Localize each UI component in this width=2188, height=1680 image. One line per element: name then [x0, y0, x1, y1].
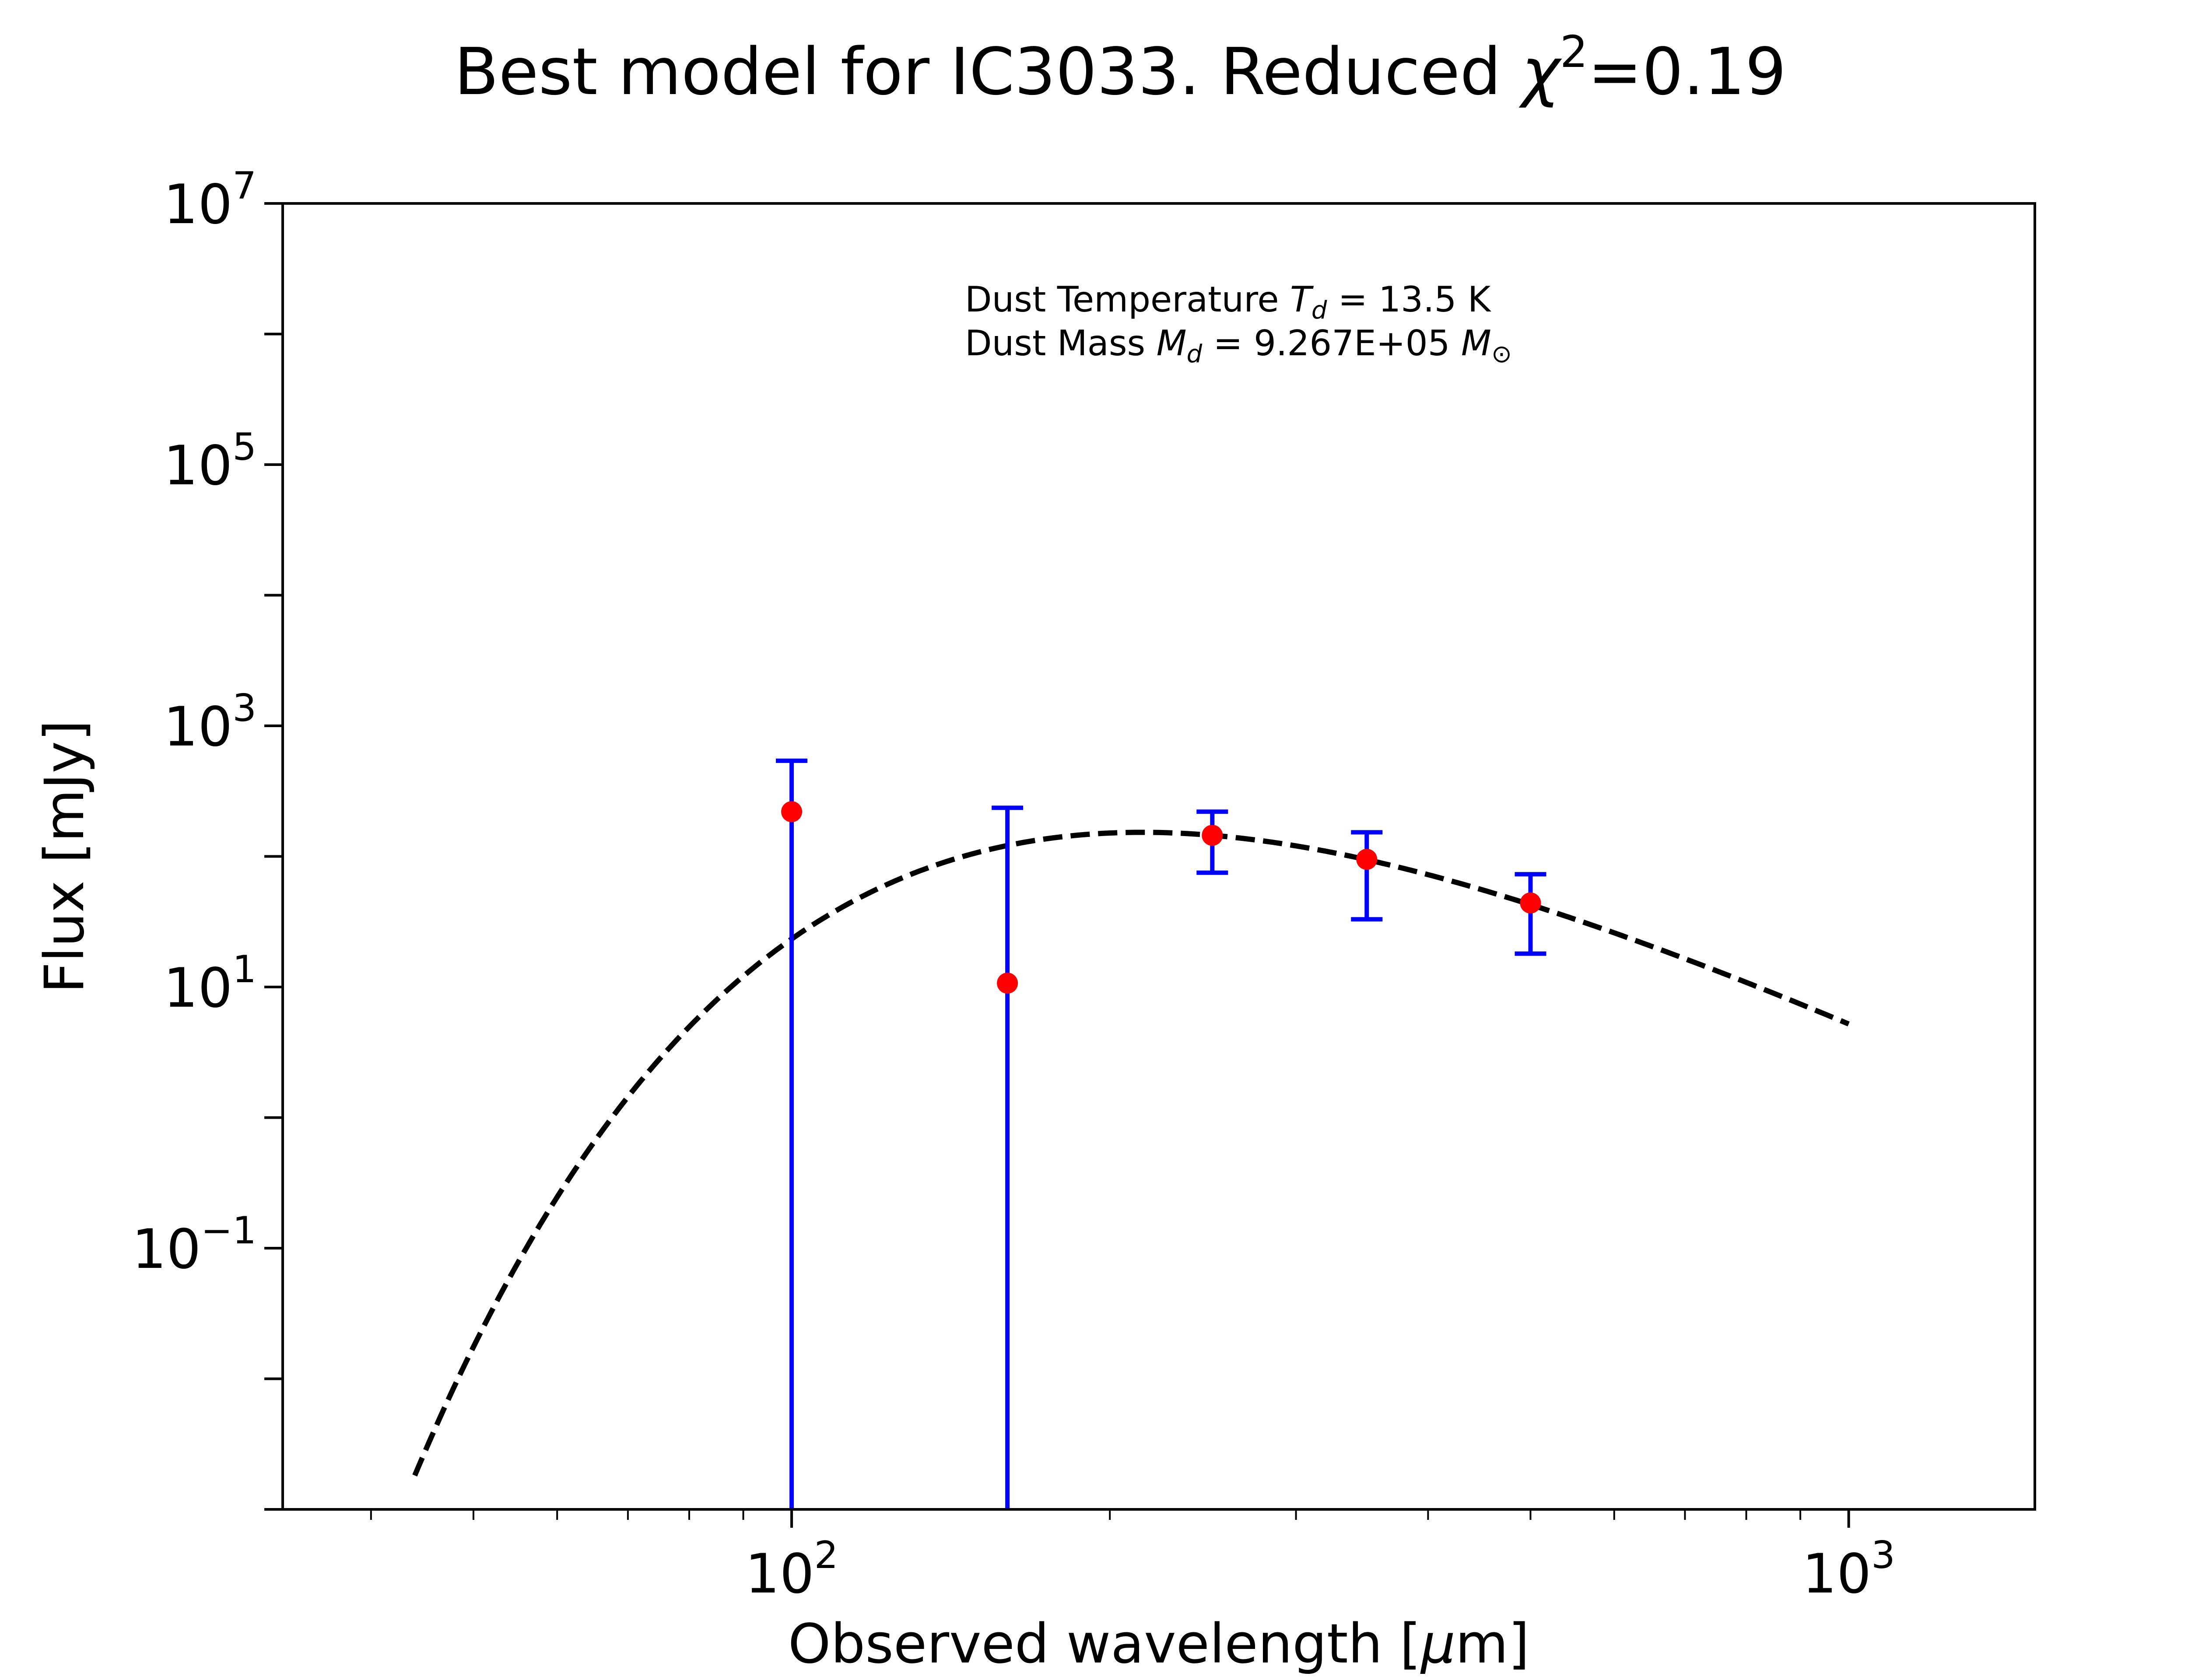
dust-temperature-annotation: Dust Temperature Td = 13.5 K — [965, 279, 1492, 325]
y-tick-label-exponent: 5 — [232, 425, 256, 469]
x-axis-label: Observed wavelength [μm] — [788, 1613, 1529, 1676]
y-tick-label-exponent: 1 — [232, 948, 256, 991]
x-tick-label-base: 10 — [1802, 1543, 1871, 1606]
data-point-3 — [1202, 825, 1223, 846]
x-axis-label-prefix: Observed wavelength [ — [788, 1613, 1421, 1676]
y-tick-label: 107 — [163, 164, 256, 236]
y-tick-label: 103 — [163, 686, 256, 759]
mass-unit-subscript: ⊙ — [1491, 340, 1512, 368]
y-tick-label-base: 10 — [132, 1218, 201, 1281]
y-tick-label-exponent: −1 — [201, 1209, 256, 1253]
mass-unit-symbol: M — [1461, 323, 1491, 364]
title-prefix: Best model for IC3033. Reduced — [454, 34, 1522, 109]
mass-value: = 9.267E+05 — [1202, 323, 1461, 364]
plot-frame — [281, 202, 2036, 1511]
dust-mass-annotation: Dust Mass Md = 9.267E+05 M⊙ — [965, 323, 1512, 368]
title-chi-symbol: χ — [1518, 34, 1562, 109]
x-tick-label-base: 10 — [745, 1543, 814, 1606]
y-tick-label-base: 10 — [163, 696, 232, 759]
y-tick-label-exponent: 3 — [232, 686, 256, 730]
x-axis-ticks: 102 103 — [370, 1509, 1895, 1606]
x-tick-label-exponent: 3 — [1871, 1533, 1895, 1577]
title-superscript: 2 — [1560, 26, 1588, 77]
x-axis-label-mu: μ — [1420, 1613, 1455, 1676]
chart-title: Best model for IC3033. Reduced χ2=0.19 — [454, 26, 1786, 109]
temperature-value: = 13.5 K — [1327, 279, 1491, 320]
mass-subscript: d — [1187, 340, 1203, 368]
temperature-subscript: d — [1311, 296, 1327, 325]
data-point-5 — [1520, 892, 1541, 914]
data-marker-layer — [781, 801, 1541, 994]
x-tick-label: 102 — [745, 1533, 838, 1606]
y-tick-label: 105 — [163, 425, 256, 497]
x-tick-label-exponent: 2 — [814, 1533, 838, 1577]
model-curve-layer — [412, 830, 1850, 1477]
x-axis-label-suffix: m] — [1455, 1613, 1529, 1676]
data-point-2 — [997, 973, 1018, 994]
y-tick-label-base: 10 — [163, 173, 232, 236]
y-tick-label-base: 10 — [163, 434, 232, 497]
temperature-prefix: Dust Temperature — [965, 279, 1290, 320]
model-curve-line — [412, 830, 1850, 1477]
temperature-symbol: T — [1290, 279, 1314, 320]
y-tick-label-base: 10 — [163, 957, 232, 1020]
data-point-4 — [1356, 849, 1378, 870]
y-tick-label: 101 — [163, 948, 256, 1020]
title-suffix: =0.19 — [1588, 34, 1787, 109]
mass-prefix: Dust Mass — [965, 323, 1157, 364]
data-point-1 — [781, 801, 803, 822]
y-tick-label: 10−1 — [132, 1209, 256, 1281]
y-tick-label-exponent: 7 — [232, 164, 256, 208]
mass-symbol: M — [1157, 323, 1187, 364]
x-tick-label: 103 — [1802, 1533, 1895, 1606]
y-axis-label: Flux [mJy] — [33, 720, 96, 994]
